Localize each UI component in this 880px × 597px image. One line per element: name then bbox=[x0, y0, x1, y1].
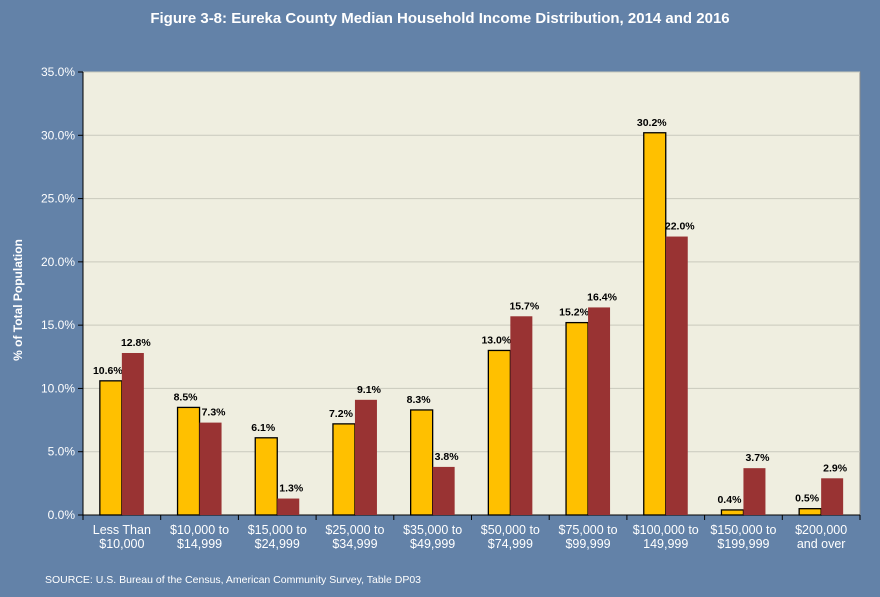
data-label-series1-4: 8.3% bbox=[407, 394, 432, 406]
bar-series1-6 bbox=[565, 321, 589, 516]
bar-series2-6 bbox=[588, 307, 611, 515]
bar-series1-0 bbox=[99, 380, 123, 516]
source-note: SOURCE: U.S. Bureau of the Census, Ameri… bbox=[45, 574, 422, 586]
data-label-series1-2: 6.1% bbox=[251, 422, 276, 434]
x-tick-label: $99,999 bbox=[565, 537, 610, 551]
x-tick-label: $199,999 bbox=[717, 537, 769, 551]
x-tick-label: $25,000 to bbox=[325, 523, 384, 537]
data-label-series1-6: 15.2% bbox=[559, 307, 589, 319]
bar-series2-7 bbox=[665, 236, 688, 516]
bar-series2-0 bbox=[121, 352, 144, 515]
bar-series1-2 bbox=[254, 437, 278, 516]
x-tick-label: Less Than bbox=[93, 523, 151, 537]
x-tick-label: 149,999 bbox=[643, 537, 688, 551]
y-tick-label: 25.0% bbox=[41, 192, 75, 206]
data-label-series2-4: 3.8% bbox=[435, 451, 460, 463]
y-tick-label: 15.0% bbox=[41, 318, 75, 332]
data-label-series1-1: 8.5% bbox=[174, 391, 199, 403]
x-tick-label: $49,999 bbox=[410, 537, 455, 551]
bar-series2-5 bbox=[510, 316, 533, 515]
x-tick-label: $50,000 to bbox=[481, 523, 540, 537]
bar-series1-9 bbox=[798, 508, 822, 516]
data-label-series2-6: 16.4% bbox=[587, 291, 617, 303]
data-label-series1-7: 30.2% bbox=[637, 117, 667, 129]
data-label-series2-7: 22.0% bbox=[665, 221, 695, 233]
x-tick-label: $15,000 to bbox=[248, 523, 307, 537]
x-tick-label: $24,999 bbox=[255, 537, 300, 551]
data-label-series2-2: 1.3% bbox=[279, 483, 304, 495]
data-label-series1-0: 10.6% bbox=[93, 365, 123, 377]
y-tick-label: 5.0% bbox=[48, 445, 76, 459]
y-tick-label: 10.0% bbox=[41, 381, 75, 395]
bar-series1-8 bbox=[720, 509, 745, 516]
x-tick-label: $100,000 to bbox=[633, 523, 699, 537]
x-tick-label: $150,000 to bbox=[710, 523, 776, 537]
data-label-series2-0: 12.8% bbox=[121, 337, 151, 349]
x-tick-label: $75,000 to bbox=[559, 523, 618, 537]
bar-series2-2 bbox=[277, 498, 300, 515]
data-label-series2-8: 3.7% bbox=[745, 452, 770, 464]
y-tick-label: 0.0% bbox=[48, 508, 76, 522]
x-tick-label: $10,000 bbox=[99, 537, 144, 551]
bar-series1-7 bbox=[643, 132, 667, 516]
data-label-series2-5: 15.7% bbox=[509, 300, 539, 312]
data-label-series2-9: 2.9% bbox=[823, 462, 848, 474]
data-label-series1-8: 0.4% bbox=[717, 494, 742, 506]
x-tick-label: $34,999 bbox=[332, 537, 377, 551]
x-tick-label: $35,000 to bbox=[403, 523, 462, 537]
x-tick-label: $10,000 to bbox=[170, 523, 229, 537]
data-label-series2-1: 7.3% bbox=[202, 407, 227, 419]
x-tick-label: $14,999 bbox=[177, 537, 222, 551]
data-label-series1-3: 7.2% bbox=[329, 408, 354, 420]
bar-series2-8 bbox=[743, 468, 766, 515]
bar-series2-1 bbox=[199, 422, 222, 515]
data-label-series1-5: 13.0% bbox=[481, 334, 511, 346]
bar-series1-5 bbox=[487, 349, 512, 516]
bar-series2-3 bbox=[354, 399, 377, 515]
data-label-series1-9: 0.5% bbox=[795, 493, 820, 505]
x-tick-label: and over bbox=[797, 537, 846, 551]
y-tick-label: 35.0% bbox=[41, 65, 75, 79]
bar-series1-3 bbox=[332, 423, 356, 516]
bar-series1-1 bbox=[176, 406, 201, 516]
chart-title: Figure 3-8: Eureka County Median Househo… bbox=[150, 10, 730, 27]
y-tick-label: 20.0% bbox=[41, 255, 75, 269]
x-tick-label: $200,000 bbox=[795, 523, 847, 537]
data-label-series2-3: 9.1% bbox=[357, 384, 382, 396]
bar-series2-9 bbox=[821, 478, 844, 515]
y-tick-label: 30.0% bbox=[41, 128, 75, 142]
bar-series1-4 bbox=[409, 409, 434, 516]
bar-series2-4 bbox=[432, 466, 455, 515]
x-tick-label: $74,999 bbox=[488, 537, 533, 551]
